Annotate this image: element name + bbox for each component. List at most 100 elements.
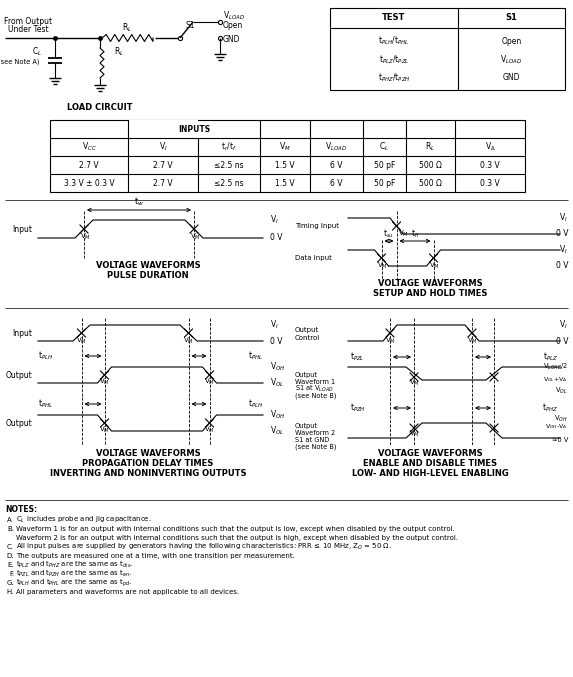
Text: t$_h$: t$_h$	[411, 227, 419, 240]
Text: Control: Control	[295, 335, 320, 341]
Text: t$_w$: t$_w$	[134, 196, 144, 209]
Text: V$_{OL}$: V$_{OL}$	[270, 376, 284, 389]
Text: NOTES:: NOTES:	[5, 506, 37, 515]
Text: V$_{OH}$: V$_{OH}$	[270, 409, 285, 421]
Text: V$_M$: V$_M$	[183, 336, 194, 346]
Bar	[50, 120, 525, 192]
Text: C.: C.	[7, 544, 14, 550]
Text: 1.5 V: 1.5 V	[275, 160, 295, 169]
Text: V$_I$: V$_I$	[559, 212, 568, 224]
Text: 6 V: 6 V	[330, 179, 343, 188]
Text: All input pulses are supplied by generators having the following characteristics: All input pulses are supplied by generat…	[16, 542, 392, 552]
Text: (see Note A): (see Note A)	[0, 59, 39, 65]
Text: ENABLE AND DISABLE TIMES: ENABLE AND DISABLE TIMES	[363, 458, 497, 468]
Text: V$_{OH}$: V$_{OH}$	[270, 361, 285, 373]
Text: S1: S1	[505, 14, 517, 22]
Text: E.: E.	[7, 562, 14, 568]
Text: VOLTAGE WAVEFORMS: VOLTAGE WAVEFORMS	[96, 261, 201, 269]
Text: PULSE DURATION: PULSE DURATION	[107, 271, 189, 280]
Text: Timing Input: Timing Input	[295, 223, 339, 229]
Text: t$_{PHZ}$: t$_{PHZ}$	[542, 401, 558, 414]
Text: 0 V: 0 V	[555, 230, 568, 238]
Text: Waveform 2 is for an output with internal conditions such that the output is hig: Waveform 2 is for an output with interna…	[16, 535, 458, 541]
Text: t$_{PHL}$: t$_{PHL}$	[38, 398, 53, 410]
Text: V$_M$: V$_M$	[409, 429, 419, 439]
Text: t$_{PHL}$: t$_{PHL}$	[248, 350, 263, 362]
Text: GND: GND	[223, 35, 241, 45]
Text: Waveform 1: Waveform 1	[295, 379, 335, 385]
Text: LOAD CIRCUIT: LOAD CIRCUIT	[67, 104, 133, 112]
Text: Open: Open	[501, 37, 521, 45]
Text: V$_{OL}$+V$_Δ$: V$_{OL}$+V$_Δ$	[543, 376, 568, 385]
Text: V$_Δ$: V$_Δ$	[485, 141, 496, 153]
Text: t$_{su}$: t$_{su}$	[383, 227, 395, 240]
Text: Input: Input	[12, 225, 32, 234]
Text: V$_M$: V$_M$	[80, 232, 91, 242]
Text: TEST: TEST	[382, 14, 406, 22]
Text: F.: F.	[9, 571, 14, 577]
Text: V$_I$: V$_I$	[559, 244, 568, 257]
Text: t$_{PZL}$ and t$_{PZH}$ are the same as t$_{en}$.: t$_{PZL}$ and t$_{PZH}$ are the same as …	[16, 569, 132, 579]
Text: INVERTING AND NONINVERTING OUTPUTS: INVERTING AND NONINVERTING OUTPUTS	[50, 468, 246, 477]
Text: V$_M$: V$_M$	[76, 336, 87, 346]
Text: VOLTAGE WAVEFORMS: VOLTAGE WAVEFORMS	[96, 448, 201, 458]
Text: LOW- AND HIGH-LEVEL ENABLING: LOW- AND HIGH-LEVEL ENABLING	[352, 468, 508, 477]
Text: All parameters and waveforms are not applicable to all devices.: All parameters and waveforms are not app…	[16, 589, 239, 595]
Text: 3.3 V ± 0.3 V: 3.3 V ± 0.3 V	[64, 179, 114, 188]
Text: Open: Open	[223, 20, 244, 30]
Text: Input: Input	[12, 328, 32, 338]
Text: (see Note B): (see Note B)	[295, 443, 336, 450]
Text: t$_{PLH}$: t$_{PLH}$	[38, 350, 53, 362]
Text: 0 V: 0 V	[270, 234, 282, 242]
Text: t$_{PLZ}$/t$_{PZL}$: t$_{PLZ}$/t$_{PZL}$	[379, 53, 409, 66]
Text: V$_{OH}$-V$_Δ$: V$_{OH}$-V$_Δ$	[545, 422, 568, 431]
Text: VOLTAGE WAVEFORMS: VOLTAGE WAVEFORMS	[378, 280, 482, 288]
Text: V$_M$: V$_M$	[99, 425, 110, 435]
Text: Waveform 1 is for an output with internal conditions such that the output is low: Waveform 1 is for an output with interna…	[16, 526, 455, 532]
Text: t$_r$/t$_f$: t$_r$/t$_f$	[221, 141, 237, 153]
Text: 0 V: 0 V	[555, 261, 568, 271]
Text: Output: Output	[5, 370, 32, 380]
Text: D.: D.	[6, 553, 14, 559]
Text: Output: Output	[295, 327, 319, 333]
Text: V$_M$: V$_M$	[204, 425, 215, 435]
Text: Output: Output	[295, 423, 318, 429]
Text: SETUP AND HOLD TIMES: SETUP AND HOLD TIMES	[373, 290, 487, 299]
Text: S1: S1	[185, 20, 195, 30]
Text: R$_L$: R$_L$	[123, 22, 132, 35]
Text: The outputs are measured one at a time, with one transition per measurement.: The outputs are measured one at a time, …	[16, 553, 295, 559]
Text: ≤2.5 ns: ≤2.5 ns	[214, 160, 244, 169]
Text: S1 at V$_{LOAD}$: S1 at V$_{LOAD}$	[295, 384, 333, 394]
Text: 500 Ω: 500 Ω	[419, 179, 442, 188]
Text: Output: Output	[295, 372, 318, 378]
Text: V$_{LOAD}$/2: V$_{LOAD}$/2	[543, 362, 568, 372]
Text: S1 at GND: S1 at GND	[295, 437, 329, 443]
Text: 2.7 V: 2.7 V	[79, 160, 99, 169]
Text: V$_M$: V$_M$	[279, 141, 291, 153]
Text: 6 V: 6 V	[330, 160, 343, 169]
Text: V$_M$: V$_M$	[398, 229, 410, 239]
Text: 50 pF: 50 pF	[374, 179, 395, 188]
Text: 50 pF: 50 pF	[374, 160, 395, 169]
Text: Waveform 2: Waveform 2	[295, 430, 335, 436]
Text: 2.7 V: 2.7 V	[153, 160, 173, 169]
Text: R$_L$: R$_L$	[114, 46, 124, 58]
Text: V$_{LOAD}$: V$_{LOAD}$	[325, 141, 347, 153]
Text: C$_L$: C$_L$	[379, 141, 390, 153]
Bar	[330, 8, 565, 90]
Text: A.: A.	[7, 517, 14, 523]
Text: t$_{PZL}$: t$_{PZL}$	[350, 351, 364, 364]
Text: Under Test: Under Test	[7, 26, 48, 35]
Text: 0 V: 0 V	[270, 336, 282, 345]
Text: PROPAGATION DELAY TIMES: PROPAGATION DELAY TIMES	[83, 458, 214, 468]
Text: V$_M$: V$_M$	[99, 377, 110, 387]
Text: 500 Ω: 500 Ω	[419, 160, 442, 169]
Text: From Output: From Output	[4, 18, 52, 26]
Text: V$_{CC}$: V$_{CC}$	[81, 141, 96, 153]
Text: Data Input: Data Input	[295, 255, 332, 261]
Text: V$_M$: V$_M$	[384, 336, 395, 346]
Bar	[128, 120, 198, 138]
Text: V$_{LOAD}$: V$_{LOAD}$	[223, 9, 245, 22]
Text: V$_M$: V$_M$	[190, 232, 201, 242]
Text: (see Note B): (see Note B)	[295, 393, 336, 399]
